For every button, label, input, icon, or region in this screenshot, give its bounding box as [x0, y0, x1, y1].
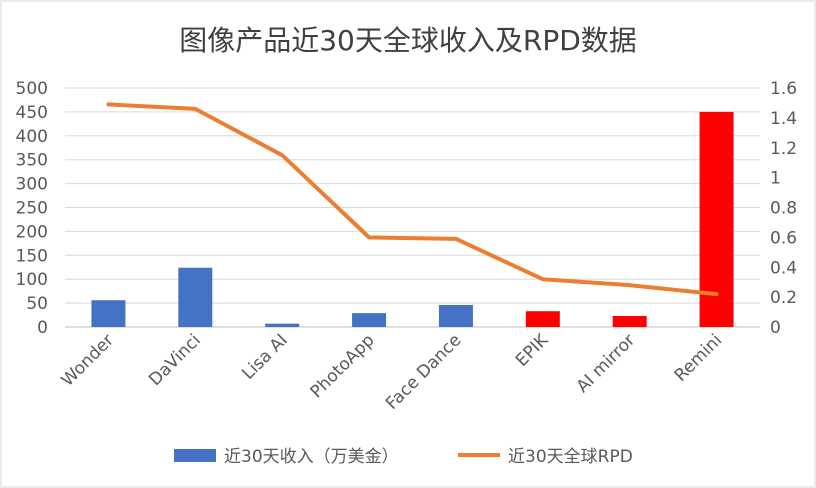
bar: [265, 323, 300, 327]
right-axis-ticks: 0 0.2 0.4 0.6 0.8 1 1.2 1.4 1.6: [770, 79, 797, 338]
legend: 近30天收入（万美金） 近30天全球RPD: [174, 447, 633, 467]
left-tick-label: 150: [16, 246, 48, 266]
left-tick-label: 350: [16, 151, 48, 171]
left-tick-label: 450: [16, 103, 48, 123]
chart-title: 图像产品近30天全球收入及RPD数据: [179, 24, 637, 57]
right-tick-label: 0.6: [770, 228, 797, 248]
right-tick-label: 1.2: [770, 139, 797, 159]
left-tick-label: 100: [16, 270, 48, 290]
bar: [178, 267, 213, 327]
left-tick-label: 0: [37, 318, 48, 338]
bar: [525, 311, 560, 327]
bar: [91, 300, 126, 327]
left-tick-label: 250: [16, 199, 48, 219]
right-tick-label: 0.2: [770, 288, 797, 308]
left-tick-label: 500: [16, 79, 48, 99]
right-tick-label: 0.4: [770, 258, 797, 278]
right-tick-label: 1: [770, 169, 781, 189]
rpd-line: [106, 102, 719, 297]
right-tick-label: 1.4: [770, 109, 797, 129]
right-tick-label: 0.8: [770, 199, 797, 219]
legend-bar-swatch: [174, 449, 216, 462]
bar-series: [91, 111, 734, 328]
legend-bar-label: 近30天收入（万美金）: [224, 447, 399, 467]
left-axis-ticks: 0 50 100 150 200 250 300 350 400 450 500: [16, 79, 48, 338]
line-series: [106, 102, 719, 297]
bar: [352, 313, 387, 327]
bar: [438, 305, 473, 327]
legend-line-label: 近30天全球RPD: [508, 447, 633, 467]
left-tick-label: 300: [16, 175, 48, 195]
left-tick-label: 400: [16, 127, 48, 147]
bar: [612, 316, 647, 327]
left-tick-label: 50: [26, 294, 48, 314]
right-tick-label: 0: [770, 318, 781, 338]
right-tick-label: 1.6: [770, 79, 797, 99]
left-tick-label: 200: [16, 222, 48, 242]
